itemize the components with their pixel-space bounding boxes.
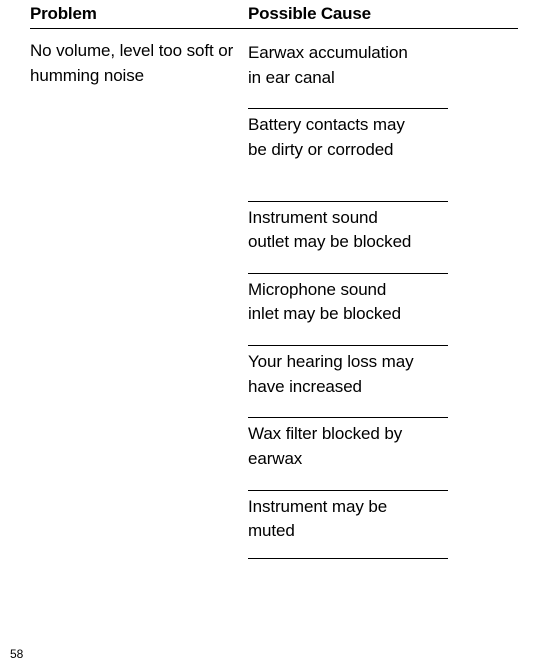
cause-item: Wax filter blocked by earwax bbox=[248, 418, 448, 490]
cause-item: Your hearing loss may have increased bbox=[248, 346, 448, 418]
problem-cell: No volume, level too soft or humming noi… bbox=[30, 37, 248, 559]
causes-column: Earwax accumulation in ear canal Battery… bbox=[248, 37, 518, 559]
header-possible-cause: Possible Cause bbox=[248, 4, 518, 24]
header-problem: Problem bbox=[30, 4, 248, 24]
cause-item: Instrument may be muted bbox=[248, 491, 448, 559]
cause-item: Earwax accumulation in ear canal bbox=[248, 37, 448, 109]
table-body-row: No volume, level too soft or humming noi… bbox=[30, 37, 518, 559]
page-container: Problem Possible Cause No volume, level … bbox=[0, 0, 548, 671]
table-header-row: Problem Possible Cause bbox=[30, 4, 518, 29]
cause-item: Battery contacts may be dirty or corrode… bbox=[248, 109, 448, 201]
cause-item: Microphone sound inlet may be blocked bbox=[248, 274, 448, 346]
cause-item: Instrument sound outlet may be blocked bbox=[248, 202, 448, 274]
page-number: 58 bbox=[10, 647, 23, 661]
